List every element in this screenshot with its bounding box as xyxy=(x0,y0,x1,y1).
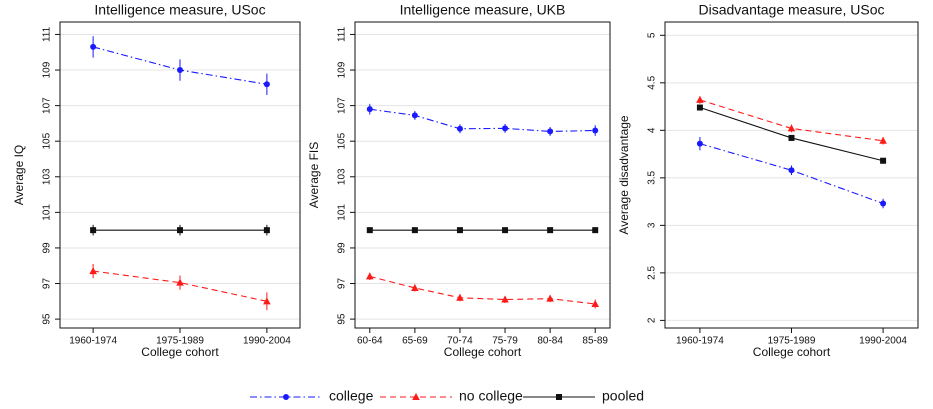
x-axis-label: College cohort xyxy=(444,345,522,359)
marker xyxy=(696,95,704,103)
marker xyxy=(592,127,599,134)
panel-title: Intelligence measure, USoc xyxy=(94,2,265,18)
legend-item: no college xyxy=(380,388,523,404)
y-tick-label: 99 xyxy=(337,242,348,254)
x-axis-label: College cohort xyxy=(141,345,219,359)
marker xyxy=(177,227,183,234)
x-tick-label: 1975-1989 xyxy=(768,336,816,347)
marker xyxy=(411,112,418,119)
y-axis-label: Average disadvantage xyxy=(617,115,631,235)
x-axis-label: College cohort xyxy=(753,345,831,359)
y-axis-label: Average FIS xyxy=(307,142,321,208)
marker xyxy=(880,157,887,164)
y-tick-label: 107 xyxy=(42,97,53,114)
marker xyxy=(546,294,554,302)
marker xyxy=(263,81,270,88)
marker xyxy=(880,200,887,207)
legend-marker xyxy=(412,393,420,400)
series-line xyxy=(369,108,596,132)
x-tick-label: 65-69 xyxy=(402,336,428,347)
marker xyxy=(502,227,509,234)
marker xyxy=(411,227,418,234)
marker xyxy=(89,267,97,275)
legend-label: pooled xyxy=(602,388,644,404)
y-tick-label: 105 xyxy=(337,132,348,149)
series-line xyxy=(369,275,596,305)
x-tick-label: 70-74 xyxy=(447,336,473,347)
legend-marker xyxy=(556,394,562,400)
marker xyxy=(366,227,373,234)
legend-label: no college xyxy=(459,388,523,404)
y-tick-label: 111 xyxy=(42,26,53,42)
legend-marker xyxy=(283,394,289,400)
x-tick-label: 75-79 xyxy=(492,336,518,347)
marker xyxy=(263,297,271,305)
legend-item: pooled xyxy=(523,388,644,404)
y-tick-label: 101 xyxy=(42,204,53,221)
marker xyxy=(90,43,97,50)
x-tick-label: 1960-1974 xyxy=(69,336,117,347)
y-tick-label: 107 xyxy=(337,97,348,114)
y-tick-label: 99 xyxy=(42,242,53,254)
y-tick-label: 97 xyxy=(337,278,348,290)
marker xyxy=(501,295,509,303)
marker xyxy=(696,104,703,111)
y-tick-label: 101 xyxy=(337,204,348,221)
marker xyxy=(456,293,464,301)
x-tick-label: 60-64 xyxy=(357,336,383,347)
x-tick-label: 1975-1989 xyxy=(156,336,204,347)
marker xyxy=(411,283,419,291)
series-line xyxy=(699,99,884,142)
y-tick-label: 111 xyxy=(337,26,348,42)
marker xyxy=(879,136,887,144)
marker xyxy=(547,128,554,135)
x-tick-label: 1990-2004 xyxy=(859,336,907,347)
y-tick-label: 4 xyxy=(647,127,658,133)
panel-title: Disadvantage measure, USoc xyxy=(699,2,885,18)
y-tick-label: 3.5 xyxy=(647,170,658,184)
marker xyxy=(176,278,184,286)
series-line xyxy=(699,143,884,205)
x-tick-label: 1990-2004 xyxy=(243,336,291,347)
y-tick-label: 5 xyxy=(647,32,658,38)
x-tick-label: 1960-1974 xyxy=(676,336,724,347)
marker xyxy=(90,227,97,234)
y-tick-label: 2 xyxy=(647,317,658,323)
marker xyxy=(502,125,509,132)
y-tick-label: 2.5 xyxy=(647,265,658,279)
marker xyxy=(547,227,554,234)
y-tick-label: 109 xyxy=(337,61,348,78)
marker xyxy=(177,67,183,74)
x-tick-label: 85-89 xyxy=(582,336,608,347)
marker xyxy=(592,227,599,234)
marker xyxy=(456,125,463,132)
y-tick-label: 97 xyxy=(42,278,53,290)
series-line xyxy=(699,107,884,162)
marker xyxy=(365,272,374,280)
y-tick-label: 95 xyxy=(337,313,348,325)
y-axis-label: Average IQ xyxy=(12,145,26,205)
plot-frame xyxy=(354,21,611,329)
y-tick-label: 3 xyxy=(647,222,658,228)
legend-item: college xyxy=(250,388,374,404)
y-tick-label: 105 xyxy=(42,132,53,149)
marker xyxy=(263,227,270,234)
y-tick-label: 109 xyxy=(42,61,53,78)
y-tick-label: 4.5 xyxy=(647,75,658,89)
marker xyxy=(456,227,463,234)
panel-title: Intelligence measure, UKB xyxy=(400,2,566,18)
x-tick-label: 80-84 xyxy=(537,336,563,347)
y-tick-label: 103 xyxy=(42,168,53,185)
marker xyxy=(788,134,795,141)
legend-label: college xyxy=(329,388,374,404)
marker xyxy=(788,167,795,174)
y-tick-label: 103 xyxy=(337,168,348,185)
marker xyxy=(696,140,703,147)
marker xyxy=(787,124,796,132)
y-tick-label: 95 xyxy=(42,313,53,325)
marker xyxy=(591,299,600,307)
marker xyxy=(366,106,373,113)
